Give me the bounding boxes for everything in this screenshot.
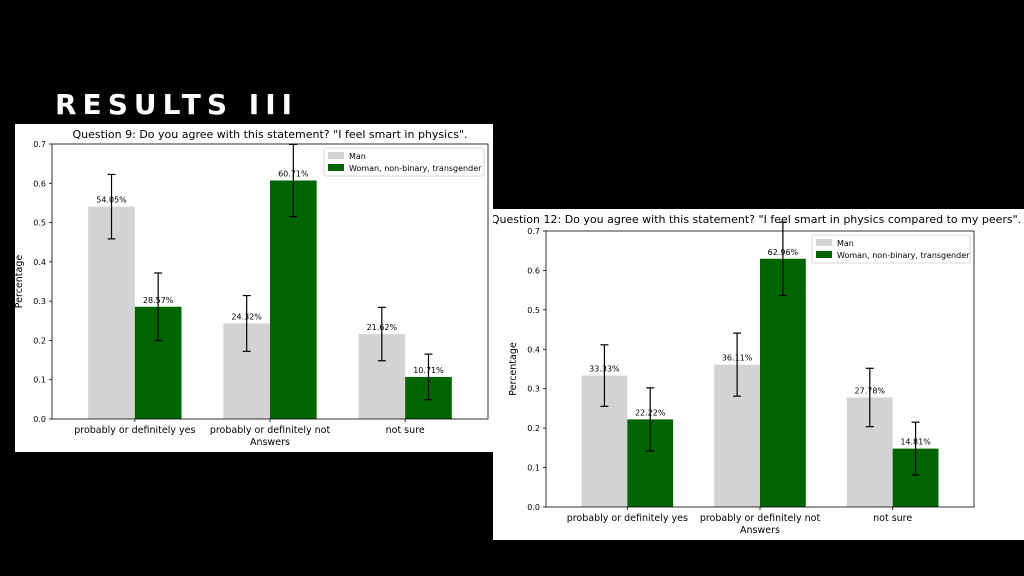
legend-label: Woman, non-binary, transgender (349, 164, 482, 173)
bar (270, 180, 317, 419)
legend-swatch (816, 251, 832, 258)
y-tick-label: 0.3 (527, 385, 540, 394)
legend-label: Man (349, 152, 366, 161)
y-tick-label: 0.5 (527, 306, 540, 315)
data-label: 28.57% (143, 296, 174, 305)
legend-label: Man (837, 239, 854, 248)
y-tick-label: 0.1 (33, 376, 46, 385)
x-tick-label: probably or definitely not (700, 513, 821, 524)
y-tick-label: 0.6 (527, 266, 540, 275)
legend-swatch (328, 152, 344, 159)
y-tick-label: 0.1 (527, 464, 540, 473)
x-tick-label: probably or definitely yes (567, 513, 688, 524)
bar-chart-question-9: Question 9: Do you agree with this state… (15, 128, 489, 448)
data-label: 14.81% (900, 438, 931, 447)
y-axis-label: Percentage (508, 342, 519, 396)
y-tick-label: 0.2 (33, 336, 46, 345)
data-label: 33.33% (589, 365, 620, 374)
legend-swatch (328, 164, 344, 171)
bar-chart-question-12: Question 12: Do you agree with this stat… (493, 213, 1021, 536)
slide-title: RESULTS III (55, 88, 299, 121)
legend-box (811, 234, 971, 264)
legend-box (323, 147, 485, 177)
x-axis-label: Answers (740, 525, 780, 536)
x-tick-label: probably or definitely yes (74, 425, 195, 436)
x-tick-label: probably or definitely not (210, 425, 331, 436)
legend-label: Woman, non-binary, transgender (837, 251, 970, 260)
y-tick-label: 0.4 (527, 345, 540, 354)
bar (760, 258, 806, 507)
x-axis-label: Answers (250, 437, 290, 448)
legend-swatch (816, 239, 832, 246)
data-label: 27.78% (855, 386, 886, 395)
data-label: 36.11% (722, 354, 753, 363)
y-axis-label: Percentage (15, 255, 25, 309)
y-tick-label: 0.3 (33, 297, 46, 306)
data-label: 21.62% (367, 323, 398, 332)
chart-panel-question-9: Question 9: Do you agree with this state… (15, 124, 493, 452)
data-label: 60.71% (278, 169, 309, 178)
y-tick-label: 0.6 (33, 179, 46, 188)
y-tick-label: 0.0 (33, 415, 46, 424)
data-label: 24.32% (231, 312, 262, 321)
x-tick-label: not sure (873, 513, 912, 524)
chart-title: Question 9: Do you agree with this state… (72, 128, 467, 141)
data-label: 62.96% (768, 248, 799, 257)
chart-panel-question-12: Question 12: Do you agree with this stat… (493, 209, 1024, 540)
y-tick-label: 0.4 (33, 258, 46, 267)
y-tick-label: 0.7 (527, 227, 540, 236)
data-label: 22.22% (635, 408, 666, 417)
y-tick-label: 0.5 (33, 219, 46, 228)
bar (88, 206, 135, 419)
x-tick-label: not sure (386, 425, 425, 436)
y-tick-label: 0.7 (33, 140, 46, 149)
data-label: 54.05% (96, 196, 127, 205)
data-label: 10.71% (413, 366, 444, 375)
chart-title: Question 12: Do you agree with this stat… (493, 213, 1021, 226)
y-tick-label: 0.0 (527, 503, 540, 512)
y-tick-label: 0.2 (527, 424, 540, 433)
